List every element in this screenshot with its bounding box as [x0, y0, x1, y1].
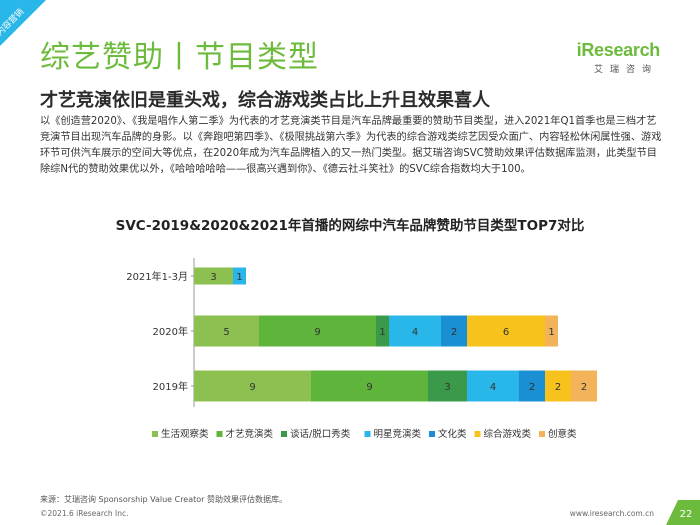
data-label: 2: [555, 382, 561, 393]
data-label: 9: [314, 327, 320, 338]
legend-swatch: [429, 431, 435, 437]
bar-segment: [194, 315, 259, 347]
legend-entry: 创意类: [548, 428, 577, 440]
category-label: 2020年: [153, 325, 188, 338]
bar-segment: [519, 370, 545, 402]
bar-segment: [233, 267, 246, 285]
bar-segment: [194, 267, 233, 285]
copyright: ©2021.6 iResearch Inc.: [40, 509, 129, 518]
legend-entry: 才艺竞演类: [226, 428, 274, 440]
stacked-bar-chart: 2021年1-3月 3 1 2020年 5 9 1 4 2 6 1 2019年 9 9 3 4 2 2 2 生活观察类…: [126, 258, 597, 440]
source-note: 来源：艾瑞咨询 Sponsorship Value Creator 赞助效果评估…: [40, 495, 287, 504]
page-subtitle: 才艺竞演依旧是重头戏，综合游戏类占比上升且效果喜人: [40, 90, 490, 111]
bar-segment: [376, 315, 389, 347]
data-label: 5: [223, 327, 229, 338]
bar-segment: [571, 370, 597, 402]
bar-segment: [311, 370, 428, 402]
legend-swatch: [216, 431, 223, 437]
legend-swatch: [281, 431, 287, 437]
legend-entry: 生活观察类: [161, 428, 209, 440]
page-number-badge: 22: [666, 500, 700, 525]
bar-segment: [441, 315, 467, 347]
data-label: 4: [490, 382, 496, 393]
page-title: 综艺赞助丨节目类型: [40, 40, 319, 75]
data-label: 9: [249, 382, 255, 393]
bar-segment: [545, 370, 571, 402]
category-label: 2019年: [153, 380, 188, 393]
body-paragraph: 以《创造营2020》、《我是唱作人第二季》为代表的才艺竞演类节目是汽车品牌最重要…: [40, 116, 662, 175]
bar-segment: [259, 315, 376, 347]
legend-swatch: [364, 431, 371, 437]
bar-segment: [467, 315, 545, 347]
data-label: 3: [210, 272, 216, 283]
data-label: 3: [444, 382, 450, 393]
legend-swatch: [152, 431, 158, 437]
data-label: 1: [236, 272, 242, 283]
iresearch-logo: iResearch 艾瑞咨询: [568, 40, 661, 75]
data-label: 6: [503, 327, 509, 338]
legend-entry: 综合游戏类: [484, 428, 532, 440]
data-label: 4: [412, 327, 418, 338]
data-label: 2: [529, 382, 535, 393]
bar-segment: [389, 315, 441, 347]
page-number: 22: [680, 509, 693, 520]
data-label: 2: [581, 382, 587, 393]
legend-entry: 文化类: [438, 428, 467, 440]
category-label: 2021年1-3月: [126, 270, 188, 283]
data-label: 1: [548, 327, 554, 338]
bar-segment: [467, 370, 519, 402]
logo-wordmark: iResearch: [576, 40, 661, 60]
data-label: 2: [451, 327, 457, 338]
section-corner-tag: 内容营销: [0, 0, 46, 46]
bar-segment: [428, 370, 467, 402]
chart-title: SVC-2019&2020&2021年首播的网综中汽车品牌赞助节目类型TOP7对…: [115, 218, 585, 234]
logo-subtext: 艾瑞咨询: [593, 65, 658, 75]
site-url: www.iresearch.com.cn: [569, 509, 654, 518]
data-label: 1: [379, 327, 385, 338]
data-label: 9: [366, 382, 372, 393]
bar-segment: [194, 370, 311, 402]
legend-entry: 明星竞演类: [374, 428, 422, 440]
legend-swatch: [539, 431, 545, 437]
legend-swatch: [474, 431, 481, 437]
legend-entry: 谈话/脱口秀类: [290, 428, 351, 440]
bar-segment: [545, 315, 558, 347]
